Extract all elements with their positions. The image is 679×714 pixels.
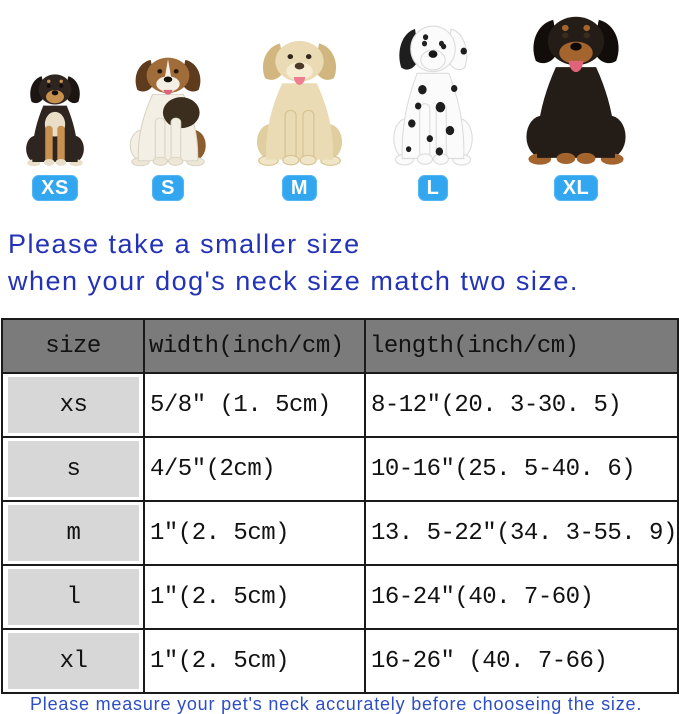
width-cell: 4/5″(2cm) <box>143 436 366 502</box>
length-cell: 13. 5-22″(34. 3-55. 9) <box>364 500 679 566</box>
dog-figure-l: L <box>380 15 486 206</box>
size-advice-line2: when your dog's neck size match two size… <box>8 266 579 296</box>
length-cell: 16-24″(40. 7-60) <box>364 564 679 630</box>
width-cell: 5/8″ (1. 5cm) <box>143 372 366 438</box>
dog-figure-m: M <box>242 31 357 206</box>
table-row-l: l 1″(2. 5cm) 16-24″(40. 7-60) <box>1 564 679 630</box>
width-cell: 1″(2. 5cm) <box>143 500 366 566</box>
size-advice-line1: Please take a smaller size <box>8 229 361 259</box>
dog-photo-golden-retriever-icon <box>256 40 343 166</box>
size-cell: l <box>1 564 145 630</box>
size-badge-l[interactable]: L <box>417 175 449 201</box>
measurement-note: Please measure your pet's neck accuratel… <box>30 694 643 714</box>
dog-photo-beagle-icon <box>129 57 206 167</box>
length-cell: 10-16″(25. 5-40. 6) <box>364 436 679 502</box>
width-cell: 1″(2. 5cm) <box>143 628 366 694</box>
size-badge-xl[interactable]: XL <box>553 175 599 201</box>
dog-photo-dalmatian-icon <box>393 25 473 166</box>
size-cell: s <box>1 436 145 502</box>
size-chart-header: size width(inch/cm) length(inch/cm) <box>1 318 679 374</box>
size-badge-xs[interactable]: XS <box>32 175 78 201</box>
table-row-m: m 1″(2. 5cm) 13. 5-22″(34. 3-55. 9) <box>1 500 679 566</box>
dog-photo-black-and-tan-puppy-icon <box>26 74 84 167</box>
size-badge-m[interactable]: M <box>281 175 318 201</box>
dog-size-illustrations: XS S <box>0 0 679 206</box>
column-header-width: width(inch/cm) <box>143 318 366 374</box>
header-row: size width(inch/cm) length(inch/cm) <box>1 318 679 374</box>
length-cell: 8-12″(20. 3-30. 5) <box>364 372 679 438</box>
size-cell: xl <box>1 628 145 694</box>
column-header-length: length(inch/cm) <box>364 318 679 374</box>
dog-figure-s: S <box>117 49 219 206</box>
column-header-size: size <box>1 318 145 374</box>
size-cell: m <box>1 500 145 566</box>
width-cell: 1″(2. 5cm) <box>143 564 366 630</box>
size-badge-s[interactable]: S <box>152 175 184 201</box>
size-chart-body: xs 5/8″ (1. 5cm) 8-12″(20. 3-30. 5) s 4/… <box>1 372 679 694</box>
length-cell: 16-26″ (40. 7-66) <box>364 628 679 694</box>
size-advice-text: Please take a smaller size when your dog… <box>0 206 679 318</box>
table-row-s: s 4/5″(2cm) 10-16″(25. 5-40. 6) <box>1 436 679 502</box>
dog-photo-rottweiler-icon <box>526 16 626 165</box>
size-chart-table: size width(inch/cm) length(inch/cm) xs 5… <box>1 318 679 694</box>
table-row-xs: xs 5/8″ (1. 5cm) 8-12″(20. 3-30. 5) <box>1 372 679 438</box>
dog-figure-xs: XS <box>16 67 94 206</box>
size-cell: xs <box>1 372 145 438</box>
dog-figure-xl: XL <box>509 5 643 206</box>
table-row-xl: xl 1″(2. 5cm) 16-26″ (40. 7-66) <box>1 628 679 694</box>
